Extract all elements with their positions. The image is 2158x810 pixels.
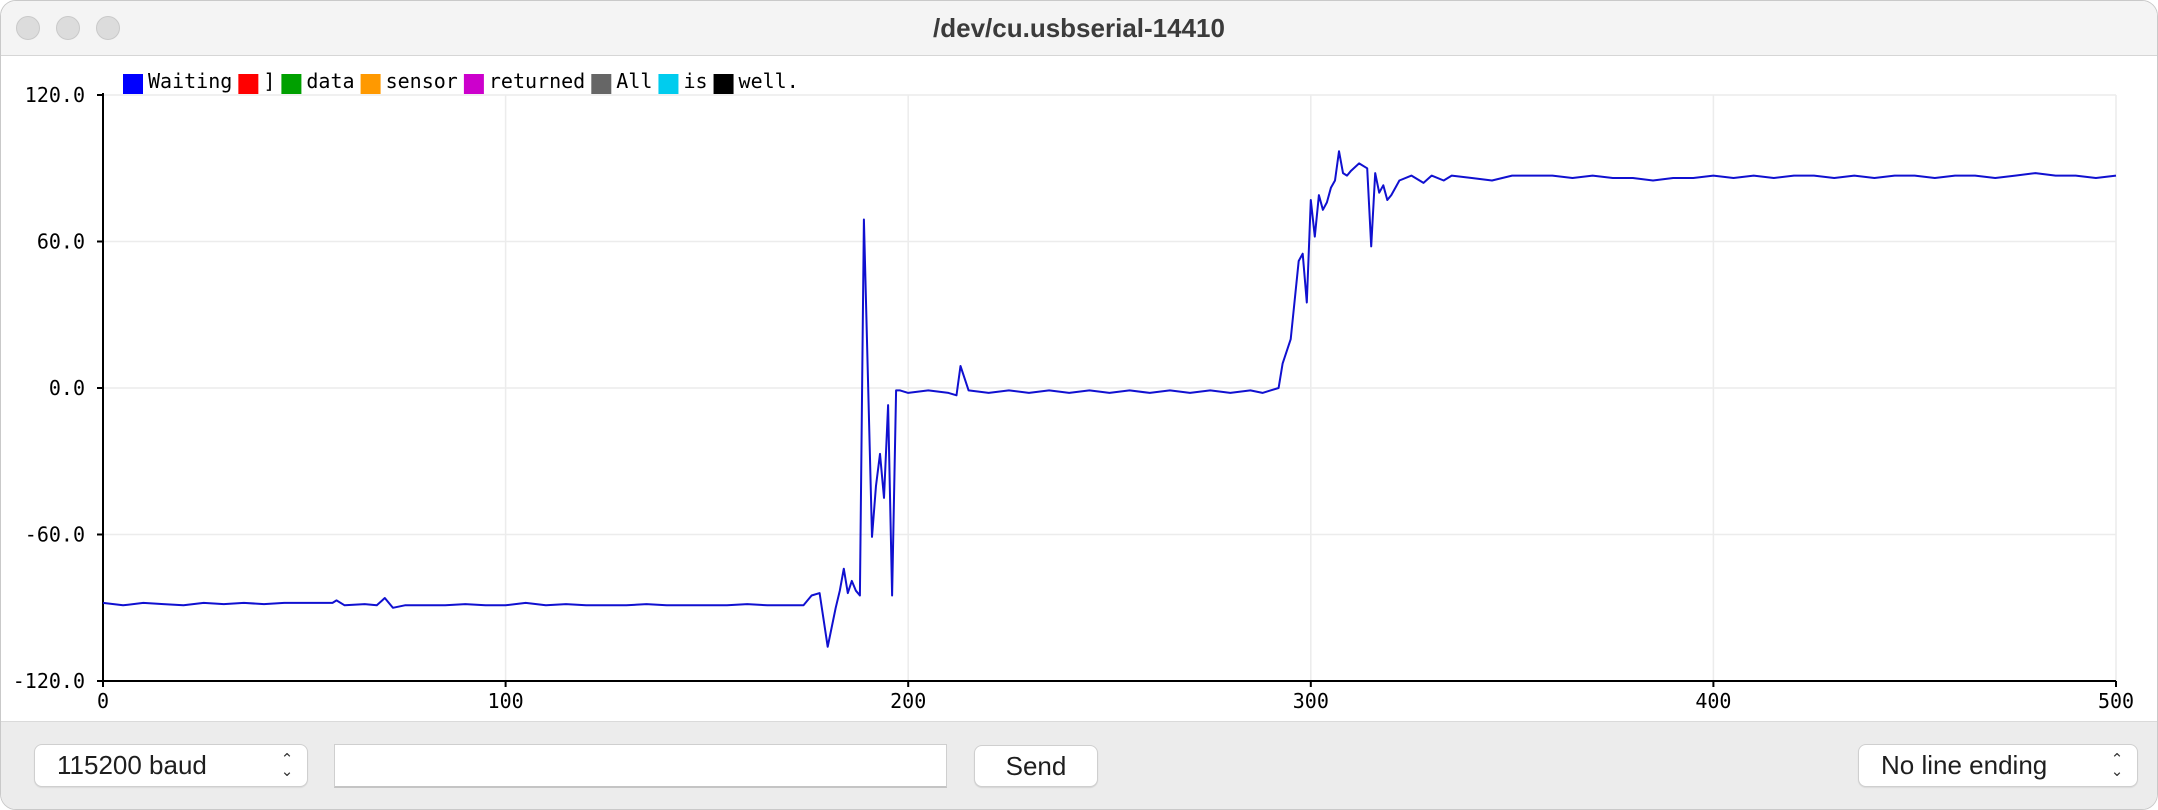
chevron-updown-icon: ⌃ ⌄ [2110,750,2124,780]
legend-item: sensor [360,69,458,94]
legend-swatch [658,74,679,94]
y-tick-label: 120.0 [25,83,85,107]
legend-item: returned [463,69,585,94]
x-tick-label: 200 [890,689,926,713]
title-bar: /dev/cu.usbserial-14410 [1,1,2157,56]
legend-item: All [591,69,652,94]
y-tick-label: -60.0 [25,523,85,547]
legend-item: is [658,69,708,94]
x-tick-label: 500 [2098,689,2134,713]
legend-label: sensor [386,69,458,93]
line-ending-label: No line ending [1881,750,2048,780]
bottom-toolbar: 115200 baud ⌃ ⌄ Send No line ending ⌃ ⌄ [1,721,2157,809]
legend-item: well. [713,69,799,94]
legend-swatch [123,74,143,94]
legend-item: ] [238,69,275,94]
legend-label: Waiting [148,69,232,93]
window-title: /dev/cu.usbserial-14410 [933,13,1225,43]
close-window-button[interactable] [16,16,40,40]
legend-item: Waiting [123,69,232,94]
legend-item: data [281,69,355,94]
legend-label: is [683,69,707,93]
chart-legend: Waiting] data sensor returned All is well. [123,69,799,94]
x-tick-label: 0 [97,689,109,713]
line-ending-select[interactable]: No line ending ⌃ ⌄ [1858,744,2138,787]
legend-label: All [616,69,652,93]
legend-label: ] [263,69,275,93]
message-input[interactable] [334,744,947,788]
x-tick-label: 100 [488,689,524,713]
zoom-window-button[interactable] [96,16,120,40]
legend-swatch [360,74,381,94]
legend-swatch [238,74,259,94]
minimize-window-button[interactable] [56,16,80,40]
send-button[interactable]: Send [974,745,1098,787]
x-tick-label: 300 [1293,689,1329,713]
legend-swatch [713,74,734,94]
series-line-waiting [102,150,2117,648]
y-tick-label: -120.0 [13,669,85,693]
baud-rate-label: 115200 baud [57,750,207,780]
y-tick-label: 60.0 [37,230,85,254]
y-tick-label: 0.0 [49,376,85,400]
legend-swatch [463,74,484,94]
legend-swatch [591,74,612,94]
x-tick-label: 400 [1695,689,1731,713]
serial-plot-chart: 120.0 60.0 0.0 -60.0 -120.0 0 100 200 300 400 500 W… [13,69,2134,713]
legend-label: well. [739,69,799,93]
legend-label: returned [489,69,585,93]
legend-swatch [281,74,302,94]
plot-area: 120.0 60.0 0.0 -60.0 -120.0 0 100 200 300 400 500 W… [1,56,2157,721]
baud-rate-select[interactable]: 115200 baud ⌃ ⌄ [34,744,308,787]
chevron-updown-icon: ⌃ ⌄ [280,750,294,780]
legend-label: data [306,69,354,93]
